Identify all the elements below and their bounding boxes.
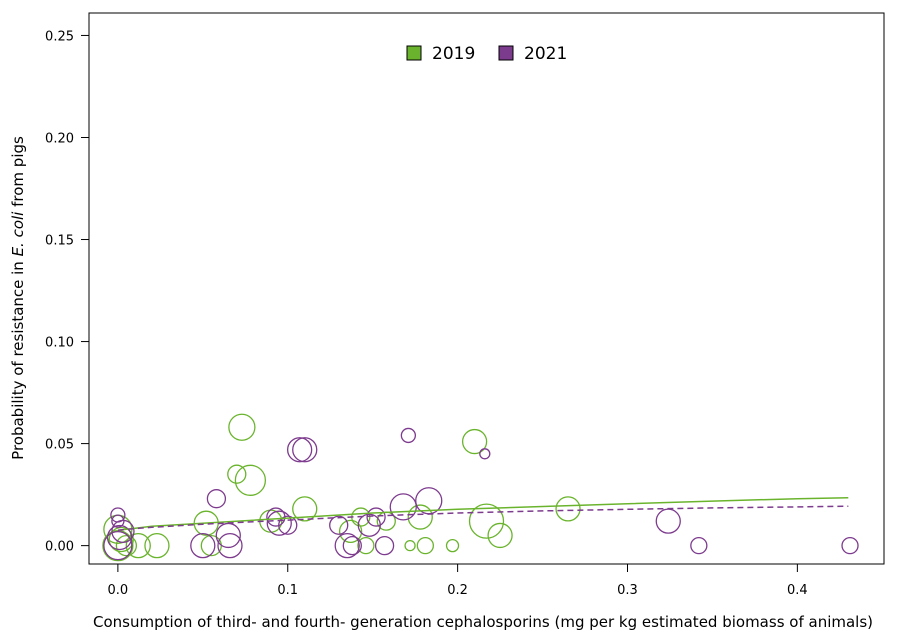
legend: 2019 2021 [406, 44, 567, 64]
data-point-2019 [404, 539, 416, 552]
data-point-2021 [103, 530, 133, 561]
data-point-2019 [115, 534, 138, 557]
y-axis-title-part-3: from pigs [9, 136, 27, 212]
x-tick-label: 0.3 [617, 583, 638, 598]
y-axis-title-species: E. coli [9, 211, 27, 257]
data-point-2019 [228, 413, 256, 441]
data-point-2021 [334, 532, 360, 559]
y-tick-label: 0.20 [45, 131, 74, 146]
data-point-2019 [468, 503, 505, 539]
data-point-2019 [445, 538, 460, 553]
x-tick-label: 0.1 [277, 583, 298, 598]
data-point-2021 [400, 427, 417, 444]
data-point-2019 [125, 532, 151, 559]
data-point-2019 [338, 519, 363, 543]
y-tick-label: 0.10 [45, 336, 74, 351]
legend-swatch-2021 [498, 45, 514, 61]
data-point-2019 [292, 496, 318, 522]
y-tick-label: 0.05 [45, 438, 74, 453]
legend-label-2019: 2019 [432, 44, 475, 64]
y-tick-label: 0.00 [45, 540, 74, 555]
data-point-2021 [217, 532, 243, 559]
x-axis: 0.0 0.1 0.2 0.3 0.4 [108, 563, 808, 598]
data-point-2021 [342, 535, 362, 556]
data-point-2019 [461, 428, 488, 455]
data-point-2021 [655, 508, 681, 534]
data-point-2021 [266, 510, 292, 536]
data-point-2019 [108, 526, 134, 553]
data-point-2019 [144, 532, 170, 559]
y-axis-title: Probability of resistance in E. coli fro… [9, 136, 27, 460]
data-point-2021 [111, 519, 135, 543]
data-point-2021 [841, 536, 859, 555]
y-axis: 0.00 0.05 0.10 0.15 0.20 0.25 [45, 29, 90, 555]
data-point-2021 [374, 535, 395, 556]
points-layer [102, 413, 859, 562]
plot-frame [88, 12, 885, 565]
x-tick-label: 0.0 [108, 583, 129, 598]
y-axis-title-part-1: Probability of resistance in [9, 256, 27, 459]
x-axis-title: Consumption of third- and fourth- genera… [93, 613, 873, 631]
data-point-2021 [389, 493, 417, 521]
fit-line-2019 [117, 496, 849, 532]
data-point-2019 [487, 522, 513, 549]
x-tick-label: 0.4 [787, 583, 808, 598]
data-point-2021 [206, 489, 227, 509]
fit-lines-layer [117, 496, 849, 532]
legend-swatch-2019 [406, 45, 422, 61]
data-point-2019 [357, 536, 375, 555]
data-point-2019 [416, 536, 434, 555]
fit-line-2021 [117, 505, 849, 532]
y-tick-label: 0.15 [45, 234, 74, 249]
data-point-2021 [479, 448, 491, 460]
legend-label-2021: 2021 [524, 44, 567, 64]
data-point-2019 [102, 529, 134, 562]
data-point-2021 [190, 532, 216, 559]
data-point-2019 [407, 504, 433, 530]
data-point-2019 [234, 464, 267, 496]
data-point-2021 [286, 437, 313, 463]
data-point-2021 [690, 536, 708, 555]
data-point-2021 [366, 507, 386, 527]
x-tick-label: 0.2 [447, 583, 468, 598]
data-point-2019 [227, 464, 247, 484]
data-point-2021 [278, 515, 298, 535]
data-point-2021 [329, 515, 349, 535]
y-tick-label: 0.25 [45, 29, 74, 44]
data-point-2021 [292, 437, 318, 463]
data-point-2021 [111, 514, 125, 528]
data-point-2019 [555, 496, 581, 522]
